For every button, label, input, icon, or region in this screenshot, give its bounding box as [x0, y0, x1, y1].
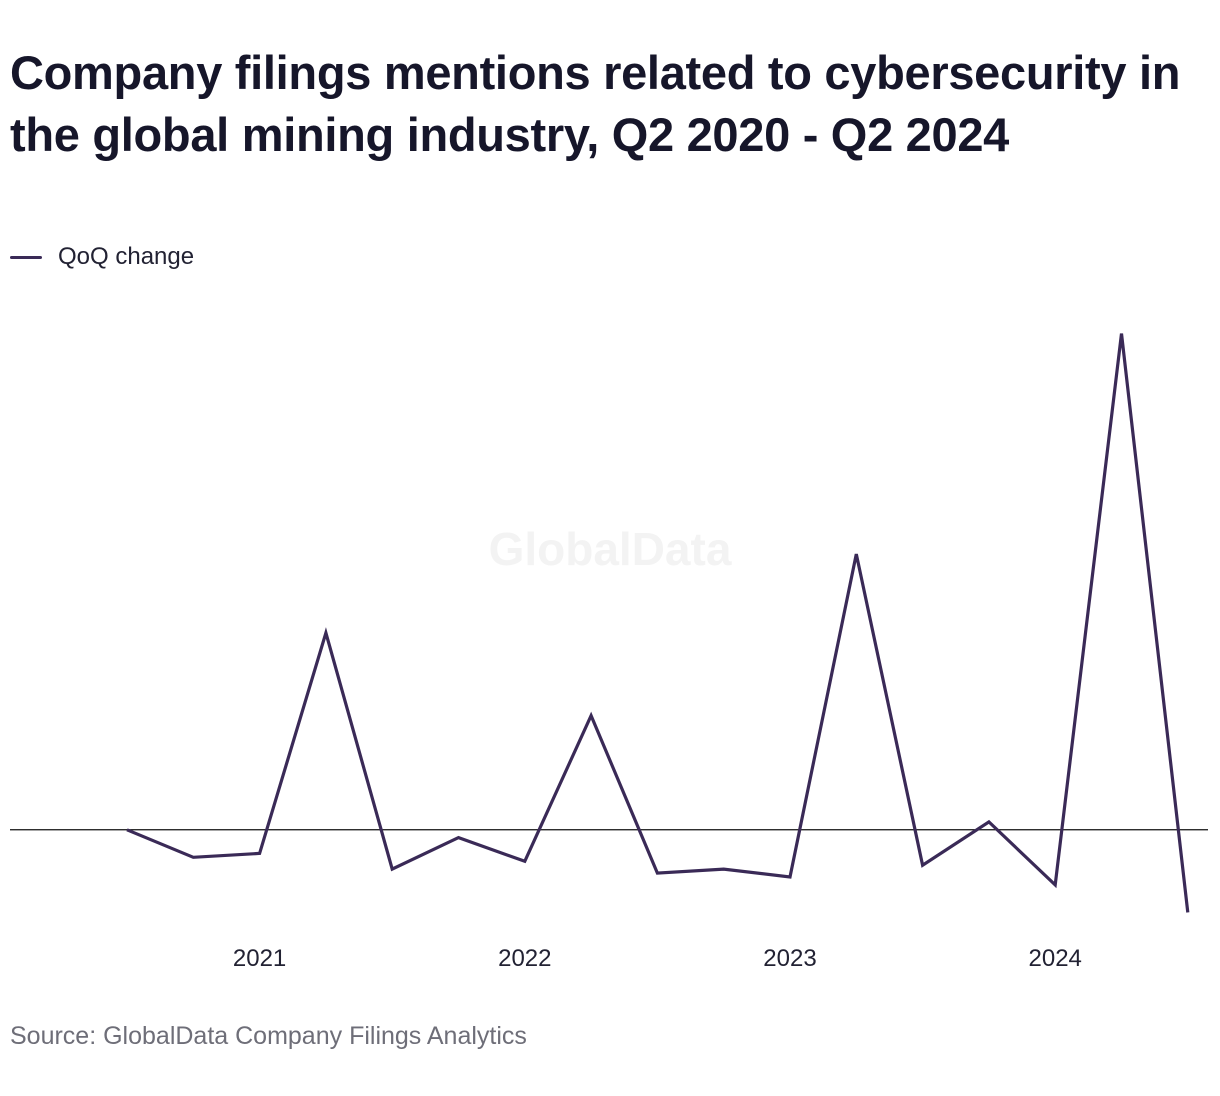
x-tick-label: 2023 — [763, 945, 816, 972]
legend: QoQ change — [10, 242, 194, 272]
x-tick-label: 2021 — [233, 945, 286, 972]
legend-label: QoQ change — [58, 243, 195, 270]
legend-swatch — [10, 255, 42, 259]
x-tick-label: 2024 — [1029, 945, 1082, 972]
watermark-text: GlobalData — [489, 523, 732, 575]
chart-title: Company filings mentions related to cybe… — [10, 46, 1181, 161]
source-note: Source: GlobalData Company Filings Analy… — [10, 1022, 527, 1050]
series-line-0 — [126, 333, 1190, 913]
line-chart: GlobalData 2021 2022 2023 2024 — [10, 333, 1208, 972]
x-tick-label: 2022 — [498, 945, 551, 972]
